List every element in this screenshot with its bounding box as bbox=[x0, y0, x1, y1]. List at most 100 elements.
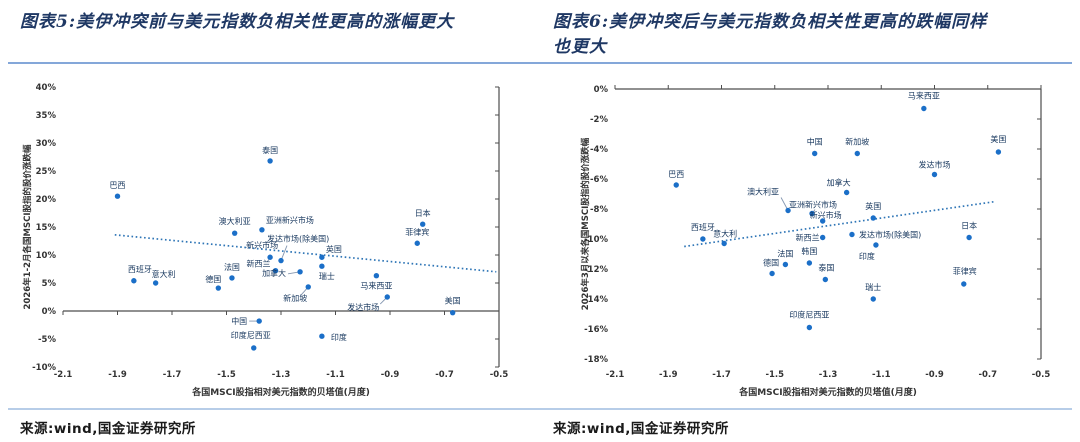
data-point-label: 意大利 bbox=[152, 269, 176, 279]
data-point-泰国 bbox=[822, 276, 829, 283]
data-point-新西兰 bbox=[819, 234, 826, 241]
scatter-plot-svg: -2.1 -1.9 -1.7 -1.5 -1.3 -1.1 -0.9 -0.7 -0.5 0% -2… bbox=[580, 85, 1050, 398]
data-point-label: 泰国 bbox=[262, 145, 278, 155]
x-axis-tick-label: -1.3 bbox=[272, 370, 291, 380]
data-point-label: 新加坡 bbox=[283, 293, 307, 303]
data-point-label: 发达市场 bbox=[347, 302, 379, 312]
trendline bbox=[114, 233, 497, 273]
figure5-scatter-chart: -2.1 -1.9 -1.7 -1.5 -1.3 -1.1 -0.9 -0.7 -0.5 40% 3… bbox=[0, 65, 540, 408]
figure5-title: 图表5:美伊冲突前与美元指数负相关性更高的涨幅更大 bbox=[20, 10, 525, 35]
data-point-英国 bbox=[870, 215, 876, 221]
data-point-法国 bbox=[782, 261, 789, 268]
scatter-plot-svg: -2.1 -1.9 -1.7 -1.5 -1.3 -1.1 -0.9 -0.7 -0.5 40% 3… bbox=[22, 83, 508, 398]
y-axis-tick-label: 20% bbox=[36, 195, 57, 205]
y-axis-tick-label: 10% bbox=[36, 251, 57, 261]
data-point-label: 法国 bbox=[777, 249, 793, 259]
data-point-新加坡 bbox=[305, 284, 311, 290]
data-point-label: 马来西亚 bbox=[360, 282, 392, 291]
x-axis-tick-label: -0.7 bbox=[978, 370, 997, 380]
data-point-label: 英国 bbox=[326, 244, 342, 254]
data-point-label: 意大利 bbox=[713, 229, 737, 239]
data-point-label: 日本 bbox=[415, 208, 431, 218]
data-point-label: 西班牙 bbox=[128, 264, 152, 274]
data-point-美国 bbox=[449, 309, 456, 316]
trendline bbox=[684, 200, 996, 248]
data-point-中国 bbox=[256, 318, 262, 324]
data-point-菲律宾 bbox=[961, 281, 967, 287]
data-point-label: 发达市场(除美国) bbox=[267, 234, 329, 244]
data-point-菲律宾 bbox=[414, 240, 420, 246]
data-point-新兴市场 bbox=[819, 218, 826, 224]
data-point-label: 马来西亚 bbox=[908, 92, 940, 101]
x-axis-tick-label: -0.9 bbox=[925, 370, 944, 380]
data-point-西班牙 bbox=[131, 278, 137, 284]
data-point-label: 德国 bbox=[205, 274, 221, 284]
data-point-新西兰 bbox=[272, 267, 279, 274]
data-point-日本 bbox=[420, 221, 426, 227]
data-point-美国 bbox=[995, 149, 1002, 155]
data-point-label: 日本 bbox=[961, 221, 977, 231]
data-point-label: 新兴市场 bbox=[810, 210, 842, 220]
y-axis-tick-label: -10% bbox=[32, 363, 56, 373]
x-axis-tick-label: -1.9 bbox=[108, 370, 127, 380]
data-point-德国 bbox=[215, 285, 222, 291]
figure6-title-line1: 图表6:美伊冲突后与美元指数负相关性更高的跌幅同样 bbox=[553, 12, 988, 32]
x-axis-tick-label: -0.9 bbox=[381, 370, 400, 380]
figure5-source: 来源:wind,国金证券研究所 bbox=[20, 421, 196, 437]
data-point-印度 bbox=[319, 333, 325, 339]
data-point-label: 韩国 bbox=[801, 246, 817, 256]
data-point-label: 亚洲新兴市场 bbox=[789, 200, 837, 210]
x-axis-tick-label: -1.7 bbox=[712, 370, 731, 380]
x-axis-tick-label: -1.5 bbox=[217, 370, 236, 380]
title-divider-line bbox=[8, 62, 1072, 64]
y-axis-label: 2026年3月以来各国MSCI股指的股价涨跌幅 bbox=[580, 137, 591, 310]
y-axis-tick-label: 40% bbox=[36, 83, 57, 93]
data-point-label: 新西兰 bbox=[796, 233, 820, 243]
x-axis-tick-label: -1.9 bbox=[659, 370, 678, 380]
data-point-label: 加拿大 bbox=[262, 268, 286, 278]
data-point-印度尼西亚 bbox=[251, 345, 257, 351]
x-axis-label: 各国MSCI股指相对美元指数的贝塔值(月度) bbox=[191, 386, 370, 398]
data-point-发达市场 bbox=[384, 294, 390, 300]
data-point-新加坡 bbox=[854, 150, 860, 157]
y-axis-tick-label: -2% bbox=[590, 115, 608, 125]
data-point-发达市场(除美国) bbox=[849, 231, 855, 238]
data-point-韩国 bbox=[806, 260, 813, 266]
y-axis-tick-label: -5% bbox=[38, 335, 56, 345]
y-axis-tick-label: 5% bbox=[42, 279, 57, 289]
data-point-label: 印度尼西亚 bbox=[789, 310, 829, 320]
data-point-印度尼西亚 bbox=[806, 324, 813, 331]
data-point-label: 发达市场(除美国) bbox=[859, 230, 921, 240]
y-axis-tick-label: 0% bbox=[594, 85, 609, 95]
data-point-label: 美国 bbox=[445, 296, 461, 306]
y-axis-tick-label: -12% bbox=[584, 265, 608, 275]
data-point-label: 瑞士 bbox=[865, 282, 881, 292]
data-point-label: 菲律宾 bbox=[405, 227, 429, 237]
data-point-label: 印度 bbox=[331, 332, 347, 342]
x-axis-tick-label: -1.5 bbox=[765, 370, 784, 380]
data-point-瑞士 bbox=[870, 296, 876, 302]
figure6-source: 来源:wind,国金证券研究所 bbox=[553, 421, 729, 437]
data-point-马来西亚 bbox=[921, 105, 927, 112]
x-axis-tick-label: -1.1 bbox=[872, 370, 891, 380]
y-axis-tick-label: -8% bbox=[590, 205, 608, 215]
data-point-label: 新兴市场 bbox=[246, 240, 278, 250]
data-point-中国 bbox=[811, 150, 818, 157]
x-axis-tick-label: -2.1 bbox=[54, 370, 73, 380]
y-axis-tick-label: 25% bbox=[36, 167, 57, 177]
x-axis-tick-label: -1.7 bbox=[163, 370, 182, 380]
data-point-日本 bbox=[966, 234, 972, 241]
x-axis-tick-label: -1.3 bbox=[819, 370, 838, 380]
y-axis-tick-label: -6% bbox=[590, 175, 608, 185]
data-point-label: 发达市场 bbox=[919, 160, 951, 170]
data-point-label: 澳大利亚 bbox=[747, 187, 779, 197]
data-point-加拿大 bbox=[843, 189, 850, 196]
data-point-泰国 bbox=[267, 158, 273, 164]
x-axis-tick-label: -0.7 bbox=[435, 370, 454, 380]
data-point-巴西 bbox=[673, 182, 679, 188]
data-point-意大利 bbox=[152, 280, 159, 286]
data-point-label: 西班牙 bbox=[691, 222, 715, 232]
data-point-法国 bbox=[229, 275, 235, 281]
data-point-印度 bbox=[873, 242, 879, 248]
